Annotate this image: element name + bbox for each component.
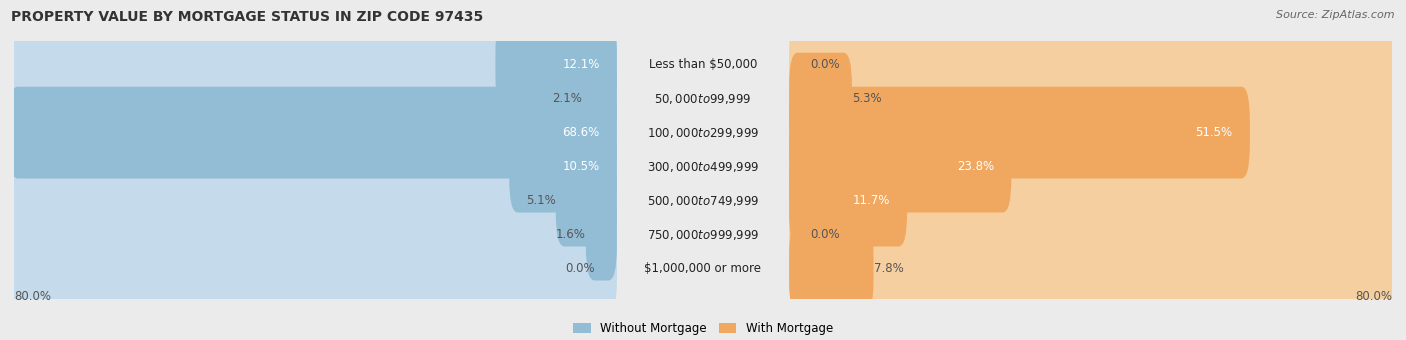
Legend: Without Mortgage, With Mortgage: Without Mortgage, With Mortgage — [568, 317, 838, 340]
FancyBboxPatch shape — [789, 53, 1400, 144]
Text: 0.0%: 0.0% — [565, 262, 595, 275]
FancyBboxPatch shape — [6, 121, 617, 212]
FancyBboxPatch shape — [789, 223, 873, 314]
FancyBboxPatch shape — [0, 170, 1406, 340]
Text: 68.6%: 68.6% — [562, 126, 599, 139]
Text: 1.6%: 1.6% — [555, 228, 586, 241]
Text: $300,000 to $499,999: $300,000 to $499,999 — [647, 159, 759, 174]
Text: $50,000 to $99,999: $50,000 to $99,999 — [654, 91, 752, 106]
FancyBboxPatch shape — [789, 121, 1011, 212]
FancyBboxPatch shape — [789, 87, 1400, 178]
Text: $100,000 to $299,999: $100,000 to $299,999 — [647, 125, 759, 140]
FancyBboxPatch shape — [0, 68, 1406, 265]
Text: 23.8%: 23.8% — [957, 160, 994, 173]
FancyBboxPatch shape — [0, 102, 1406, 299]
Text: 80.0%: 80.0% — [14, 290, 51, 303]
Text: 5.3%: 5.3% — [852, 92, 882, 105]
Text: $750,000 to $999,999: $750,000 to $999,999 — [647, 227, 759, 242]
FancyBboxPatch shape — [6, 87, 617, 178]
FancyBboxPatch shape — [0, 0, 1406, 197]
FancyBboxPatch shape — [789, 155, 907, 246]
Text: 0.0%: 0.0% — [811, 58, 841, 71]
FancyBboxPatch shape — [6, 223, 617, 314]
FancyBboxPatch shape — [586, 189, 617, 280]
Text: 7.8%: 7.8% — [873, 262, 903, 275]
FancyBboxPatch shape — [0, 136, 1406, 333]
Text: 0.0%: 0.0% — [811, 228, 841, 241]
Text: 51.5%: 51.5% — [1195, 126, 1233, 139]
FancyBboxPatch shape — [6, 189, 617, 280]
Text: 80.0%: 80.0% — [1355, 290, 1392, 303]
FancyBboxPatch shape — [555, 155, 617, 246]
Text: $1,000,000 or more: $1,000,000 or more — [644, 262, 762, 275]
FancyBboxPatch shape — [789, 53, 852, 144]
FancyBboxPatch shape — [509, 121, 617, 212]
FancyBboxPatch shape — [6, 155, 617, 246]
FancyBboxPatch shape — [789, 223, 1400, 314]
FancyBboxPatch shape — [789, 155, 1400, 246]
Text: Source: ZipAtlas.com: Source: ZipAtlas.com — [1277, 10, 1395, 20]
FancyBboxPatch shape — [789, 189, 1400, 280]
FancyBboxPatch shape — [0, 0, 1406, 163]
Text: 5.1%: 5.1% — [526, 194, 555, 207]
FancyBboxPatch shape — [582, 53, 617, 144]
FancyBboxPatch shape — [8, 87, 617, 178]
FancyBboxPatch shape — [789, 87, 1250, 178]
FancyBboxPatch shape — [6, 19, 617, 111]
FancyBboxPatch shape — [789, 19, 1400, 111]
Text: 10.5%: 10.5% — [562, 160, 599, 173]
FancyBboxPatch shape — [495, 19, 617, 111]
FancyBboxPatch shape — [789, 121, 1400, 212]
Text: $500,000 to $749,999: $500,000 to $749,999 — [647, 193, 759, 208]
Text: PROPERTY VALUE BY MORTGAGE STATUS IN ZIP CODE 97435: PROPERTY VALUE BY MORTGAGE STATUS IN ZIP… — [11, 10, 484, 24]
Text: 11.7%: 11.7% — [852, 194, 890, 207]
FancyBboxPatch shape — [0, 34, 1406, 231]
FancyBboxPatch shape — [6, 53, 617, 144]
Text: 12.1%: 12.1% — [562, 58, 599, 71]
Text: Less than $50,000: Less than $50,000 — [648, 58, 758, 71]
Text: 2.1%: 2.1% — [551, 92, 582, 105]
